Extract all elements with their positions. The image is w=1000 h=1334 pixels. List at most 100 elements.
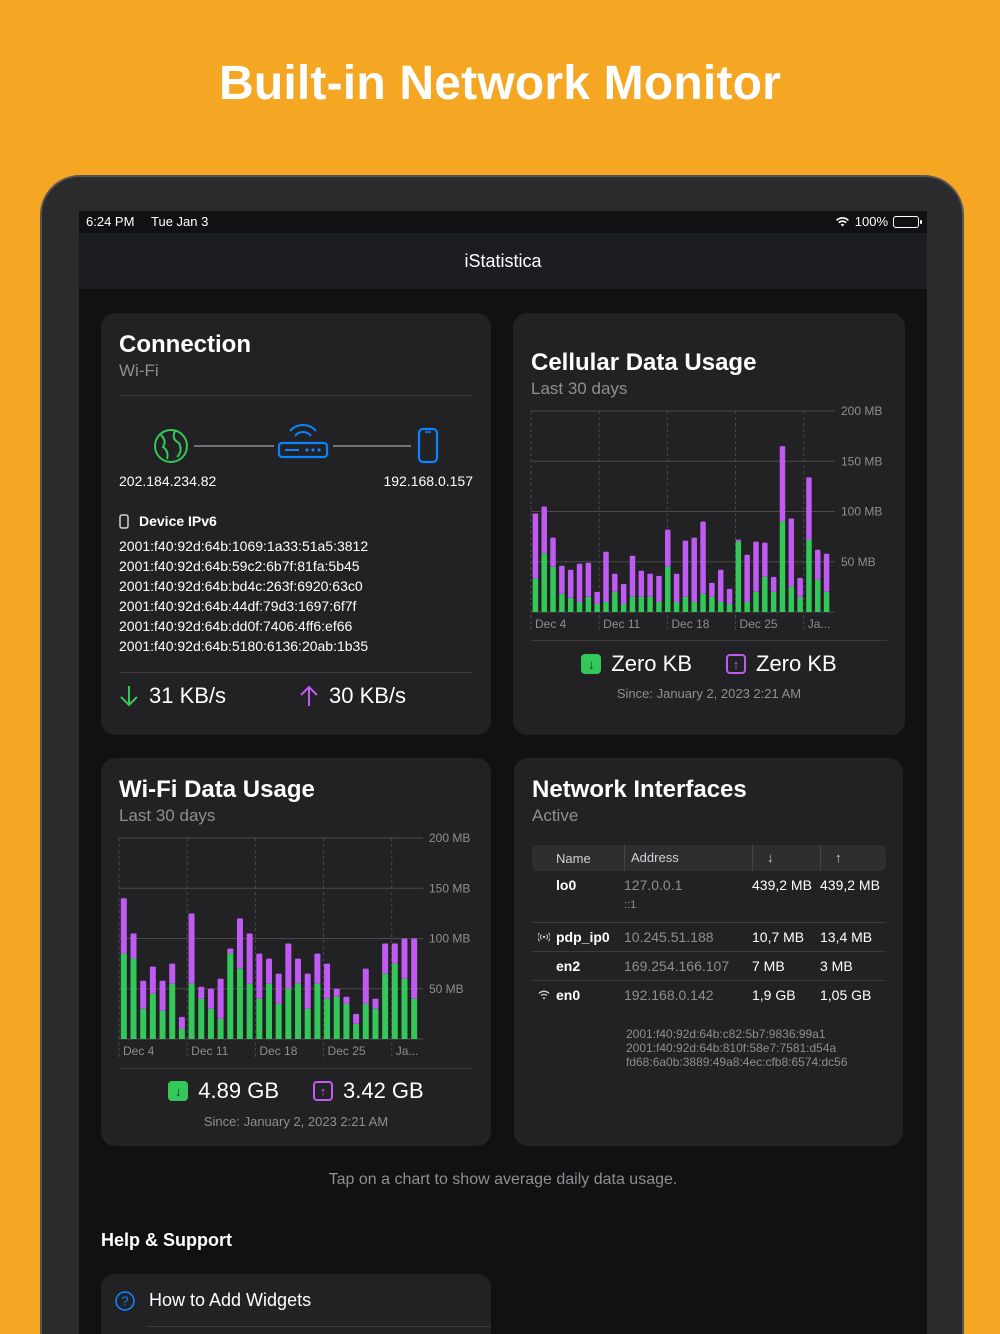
x-tick-label: Dec 11 xyxy=(603,617,640,631)
help-item-label: How to Add Widgets xyxy=(149,1290,312,1310)
wifi-status-icon xyxy=(835,217,849,227)
download-bar xyxy=(753,591,759,612)
interfaces-table-header: Name Address ↓ ↑ xyxy=(532,845,886,871)
header-name: Name xyxy=(556,850,591,866)
wifi-up-total: 3.42 GB xyxy=(343,1078,424,1103)
table-row[interactable]: en0 192.168.0.142 1,9 GB 1,05 GB xyxy=(532,981,886,1057)
app-screen: 6:24 PM Tue Jan 3 100% iStatistica Conne… xyxy=(79,211,927,1334)
status-time: 6:24 PM xyxy=(86,214,135,229)
download-bar xyxy=(411,998,418,1039)
connection-card[interactable]: Connection Wi-Fi 202.184.23 xyxy=(101,313,491,735)
upload-bar xyxy=(815,549,821,580)
ipv6-address: 2001:f40:92d:64b:44df:79d3:1697:6f7f xyxy=(119,598,357,614)
upload-bar xyxy=(559,565,565,594)
interfaces-subtitle: Active xyxy=(532,806,579,825)
download-bar xyxy=(647,596,653,612)
status-right: 100% xyxy=(835,214,922,229)
download-bar xyxy=(532,578,539,612)
upload-bar xyxy=(266,958,272,984)
download-bar xyxy=(246,983,253,1039)
iface-address-extra: fd68:6a0b:3889:49a8:4ec:cfb8:6574:dc56 xyxy=(626,1055,848,1069)
download-bar xyxy=(372,1008,379,1039)
upload-bar xyxy=(246,933,253,984)
upload-bar xyxy=(353,1013,360,1024)
download-bar xyxy=(140,1008,147,1039)
wifi-title: Wi-Fi Data Usage xyxy=(119,776,315,803)
download-bar xyxy=(382,973,389,1039)
upload-bar xyxy=(343,996,350,1004)
download-bar xyxy=(198,998,205,1039)
device-icon xyxy=(119,513,129,529)
wifi-down-total: 4.89 GB xyxy=(198,1078,279,1103)
download-bar xyxy=(149,993,156,1039)
upload-bar xyxy=(275,973,282,1004)
x-tick-label: Dec 4 xyxy=(123,1044,155,1058)
ipv6-address: 2001:f40:92d:64b:5180:6136:20ab:1b35 xyxy=(119,638,369,654)
upload-bar xyxy=(770,576,777,592)
upload-bar xyxy=(130,933,137,959)
help-item-widgets[interactable]: ? How to Add Widgets xyxy=(115,1290,311,1311)
download-bar xyxy=(779,521,786,612)
connection-diagram xyxy=(154,424,439,464)
download-bar xyxy=(797,596,803,612)
upload-bar xyxy=(700,521,706,594)
iface-down: 10,7 MB xyxy=(752,929,805,945)
network-interfaces-card[interactable]: Network Interfaces Active Name Address ↓… xyxy=(514,758,903,1146)
iface-name: en0 xyxy=(556,987,581,1003)
upload-bar xyxy=(411,938,418,999)
download-bar xyxy=(638,596,645,612)
table-row[interactable]: lo0 127.0.0.1 ::1 439,2 MB 439,2 MB xyxy=(532,871,886,923)
connection-title: Connection xyxy=(119,331,251,358)
y-tick-label: 150 MB xyxy=(429,881,470,895)
tap-note: Tap on a chart to show average daily dat… xyxy=(328,1171,678,1188)
upload-bar xyxy=(744,554,750,602)
svg-text:?: ? xyxy=(121,1293,128,1308)
wifi-chart[interactable]: 200 MB 150 MB 100 MB 50 MB Dec 4 Dec 11 Dec 18… xyxy=(101,830,491,1060)
upload-bar xyxy=(779,446,786,522)
iface-up: 1,05 GB xyxy=(820,987,872,1003)
en0-extra-addresses: 2001:f40:92d:64b:c82:5b7:9836:99a1 2001:… xyxy=(626,1027,848,1069)
upload-bar xyxy=(673,573,680,602)
upload-bar xyxy=(620,583,627,604)
download-bar xyxy=(285,988,292,1039)
interfaces-title: Network Interfaces xyxy=(532,776,747,803)
upload-bar xyxy=(532,513,539,579)
upload-bar xyxy=(656,575,662,602)
wifi-usage-card[interactable]: Wi-Fi Data Usage Last 30 days 200 MB 150 … xyxy=(101,758,491,1146)
download-bar xyxy=(594,603,600,612)
upload-bar xyxy=(159,980,166,1011)
upload-rate: 30 KB/s xyxy=(329,683,407,708)
download-bar xyxy=(401,978,408,1039)
download-bar xyxy=(717,601,724,612)
cellular-title: Cellular Data Usage xyxy=(531,349,757,376)
iface-address: 10.245.51.188 xyxy=(624,929,714,945)
download-bar xyxy=(391,963,398,1039)
download-bar xyxy=(700,593,706,612)
upload-bar xyxy=(567,569,574,598)
download-bar xyxy=(559,593,565,612)
download-bar xyxy=(130,958,137,1039)
upload-bar xyxy=(149,966,156,994)
iface-name: en2 xyxy=(556,958,581,974)
wifi-subtitle: Last 30 days xyxy=(119,806,216,825)
table-row[interactable]: en2 169.254.166.107 7 MB 3 MB xyxy=(532,952,886,981)
iface-name: lo0 xyxy=(556,877,577,893)
iface-address-extra: 2001:f40:92d:64b:810f:58e7:7581:d54a xyxy=(626,1041,837,1055)
download-bar xyxy=(314,983,321,1039)
download-bar xyxy=(726,603,733,612)
cellular-usage-card[interactable]: Cellular Data Usage Last 30 days 200 MB 1… xyxy=(513,313,905,735)
upload-bar xyxy=(585,562,592,597)
upload-bar xyxy=(304,973,311,1009)
download-bar xyxy=(169,983,176,1039)
cellular-chart[interactable]: 200 MB 150 MB 100 MB 50 MB Dec 4 Dec 11 Dec 18… xyxy=(513,403,905,633)
x-tick-label: Dec 25 xyxy=(740,617,778,631)
upload-bar xyxy=(207,988,214,1009)
table-row[interactable]: pdp_ip0 10.245.51.188 10,7 MB 13,4 MB xyxy=(532,923,886,952)
download-bar xyxy=(612,591,618,612)
connection-subtitle: Wi-Fi xyxy=(119,361,159,380)
download-bar xyxy=(324,998,331,1039)
iface-up: 3 MB xyxy=(820,958,853,974)
download-bar xyxy=(266,983,272,1039)
download-bar xyxy=(304,1008,311,1039)
download-bar xyxy=(343,1003,350,1039)
